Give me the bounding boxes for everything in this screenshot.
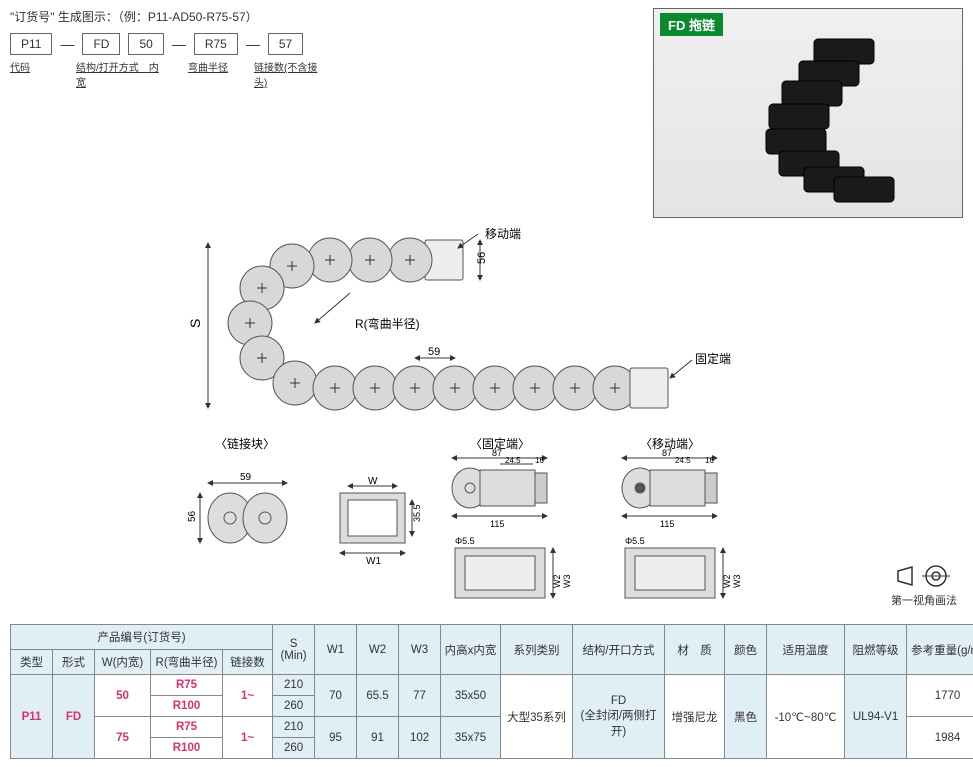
svg-text:115: 115 <box>490 519 504 529</box>
product-image-box: FD 拖链 <box>653 8 963 218</box>
th-w1: W1 <box>315 625 357 675</box>
cell-flame: UL94-V1 <box>845 675 907 759</box>
th-group: 产品编号(订货号) <box>11 625 273 650</box>
svg-text:56: 56 <box>187 510 198 522</box>
th-series: 系列类别 <box>501 625 573 675</box>
cell-s260a: 260 <box>273 696 315 717</box>
svg-text:87: 87 <box>492 448 502 458</box>
order-part-4: R75 <box>194 33 238 55</box>
svg-text:Φ5.5: Φ5.5 <box>455 536 475 546</box>
cell-hw-75: 35x75 <box>441 717 501 759</box>
cell-form: FD <box>53 675 95 759</box>
svg-text:W2: W2 <box>722 575 732 589</box>
svg-text:56: 56 <box>476 252 488 264</box>
cell-material: 增强尼龙 <box>665 675 725 759</box>
cell-series: 大型35系列 <box>501 675 573 759</box>
dash: — <box>246 36 260 52</box>
svg-text:59: 59 <box>428 346 440 358</box>
th-hw: 内高x内宽 <box>441 625 501 675</box>
cell-links2: 1~ <box>223 717 273 759</box>
svg-text:固定端: 固定端 <box>695 351 731 366</box>
order-label-1: 代码 <box>10 59 48 89</box>
svg-text:35.5: 35.5 <box>412 504 422 522</box>
th-material: 材 质 <box>665 625 725 675</box>
order-label-3: 弯曲半径 <box>188 59 234 89</box>
cell-w2-50: 65.5 <box>357 675 399 717</box>
order-part-2: FD <box>82 33 120 55</box>
th-flame: 阻燃等级 <box>845 625 907 675</box>
th-color: 颜色 <box>725 625 767 675</box>
svg-text:W: W <box>368 476 378 487</box>
th-smin: S (Min) <box>273 625 315 675</box>
th-w2: W2 <box>357 625 399 675</box>
th-winner: W(内宽) <box>95 650 151 675</box>
order-code-boxes: P11 — FD 50 — R75 — 57 <box>10 33 641 55</box>
th-form: 形式 <box>53 650 95 675</box>
cell-w3-50: 77 <box>399 675 441 717</box>
cell-weight50: 1770 <box>907 675 973 717</box>
th-struct: 结构/开口方式 <box>573 625 665 675</box>
th-type: 类型 <box>11 650 53 675</box>
order-part-3: 50 <box>128 33 163 55</box>
svg-text:〈链接块〉: 〈链接块〉 <box>215 436 275 451</box>
cell-struct: FD (全封闭/两侧打开) <box>573 675 665 759</box>
cell-r100a: R100 <box>151 696 223 717</box>
projection-method: 第一视角画法 <box>891 563 957 608</box>
dash: — <box>60 36 74 52</box>
cell-weight75: 1984 <box>907 717 973 759</box>
th-temp: 适用温度 <box>767 625 845 675</box>
order-part-1: P11 <box>10 33 52 55</box>
order-example-text: "订货号" 生成图示：（例：P11-AD50-R75-57） <box>10 8 641 25</box>
cell-w2-75: 91 <box>357 717 399 759</box>
cell-color: 黑色 <box>725 675 767 759</box>
th-links: 链接数 <box>223 650 273 675</box>
svg-text:16: 16 <box>535 456 544 465</box>
technical-drawing-area: R(弯曲半径) 移动端 固定端 56 59 S 59 56 〈链接块〉 W <box>10 228 963 618</box>
order-part-5: 57 <box>268 33 303 55</box>
cell-type: P11 <box>11 675 53 759</box>
order-labels: 代码 结构/打开方式 内宽 弯曲半径 链接数(不含接头) <box>10 59 641 89</box>
dash: — <box>172 36 186 52</box>
svg-text:Φ5.5: Φ5.5 <box>625 536 645 546</box>
svg-text:115: 115 <box>660 519 674 529</box>
svg-text:16: 16 <box>705 456 714 465</box>
cell-w50: 50 <box>95 675 151 717</box>
product-chain-illustration <box>704 29 934 209</box>
th-w3: W3 <box>399 625 441 675</box>
svg-text:R(弯曲半径): R(弯曲半径) <box>355 316 420 331</box>
th-weight: 参考重量(g/m) <box>907 625 973 675</box>
svg-text:S: S <box>187 319 203 328</box>
cell-hw-50: 35x50 <box>441 675 501 717</box>
cell-w1-75: 95 <box>315 717 357 759</box>
cell-w1-50: 70 <box>315 675 357 717</box>
svg-text:24.5: 24.5 <box>505 456 521 465</box>
cell-links1: 1~ <box>223 675 273 717</box>
cell-s210a: 210 <box>273 675 315 696</box>
svg-text:59: 59 <box>240 472 252 483</box>
cell-w3-75: 102 <box>399 717 441 759</box>
cell-s260b: 260 <box>273 738 315 759</box>
cell-temp: -10℃~80℃ <box>767 675 845 759</box>
order-label-4: 链接数(不含接头) <box>254 59 326 89</box>
cell-r75b: R75 <box>151 717 223 738</box>
cell-r75a: R75 <box>151 675 223 696</box>
svg-text:W3: W3 <box>732 575 742 589</box>
spec-table: 产品编号(订货号) S (Min) W1 W2 W3 内高x内宽 系列类别 结构… <box>10 624 973 759</box>
svg-text:24.5: 24.5 <box>675 456 691 465</box>
svg-text:W3: W3 <box>562 575 572 589</box>
th-radius: R(弯曲半径) <box>151 650 223 675</box>
svg-text:W2: W2 <box>552 575 562 589</box>
svg-text:87: 87 <box>662 448 672 458</box>
cell-s210b: 210 <box>273 717 315 738</box>
svg-text:移动端: 移动端 <box>485 228 521 241</box>
order-label-2: 结构/打开方式 内宽 <box>76 59 162 89</box>
svg-text:W1: W1 <box>366 556 381 567</box>
cell-w75: 75 <box>95 717 151 759</box>
cell-r100b: R100 <box>151 738 223 759</box>
